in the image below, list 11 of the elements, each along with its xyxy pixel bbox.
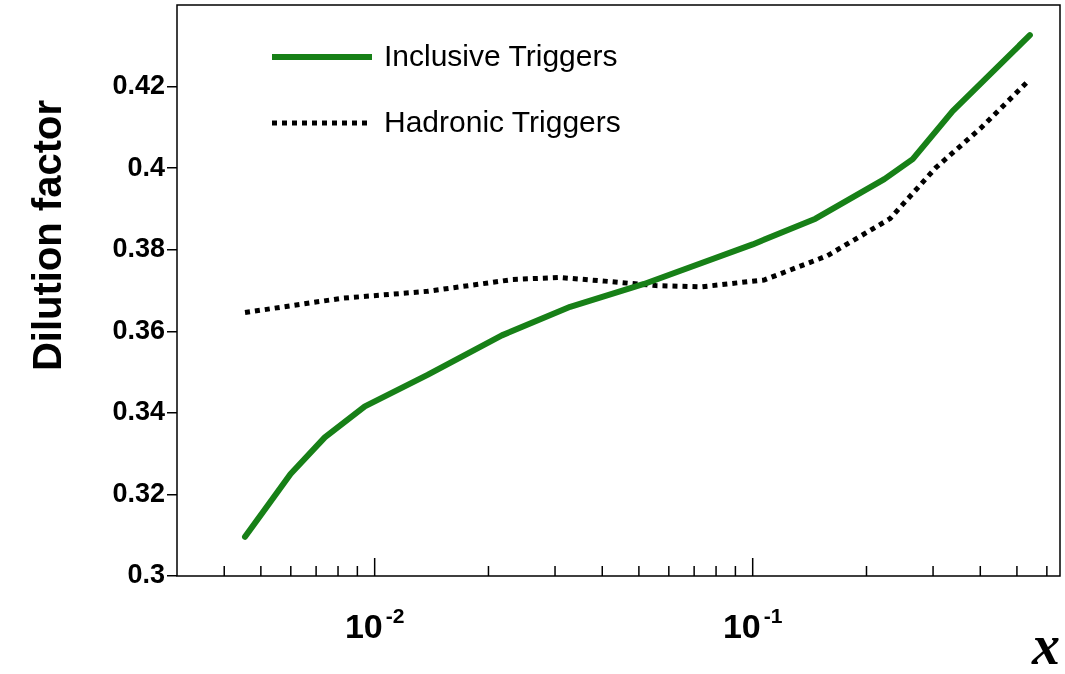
y-tick-label: 0.4 (127, 151, 165, 182)
legend-label: Hadronic Triggers (384, 105, 621, 139)
y-tick-label: 0.32 (112, 477, 165, 508)
y-tick-label: 0.36 (112, 314, 165, 345)
y-axis-title: Dilution factor (25, 100, 70, 372)
y-tick-label: 0.38 (112, 233, 165, 264)
x-axis-title: x (1031, 614, 1060, 674)
y-tick-label: 0.3 (127, 559, 165, 590)
y-tick-label: 0.34 (112, 396, 165, 427)
legend-label: Inclusive Triggers (384, 39, 618, 73)
y-tick-label: 0.42 (112, 70, 165, 101)
